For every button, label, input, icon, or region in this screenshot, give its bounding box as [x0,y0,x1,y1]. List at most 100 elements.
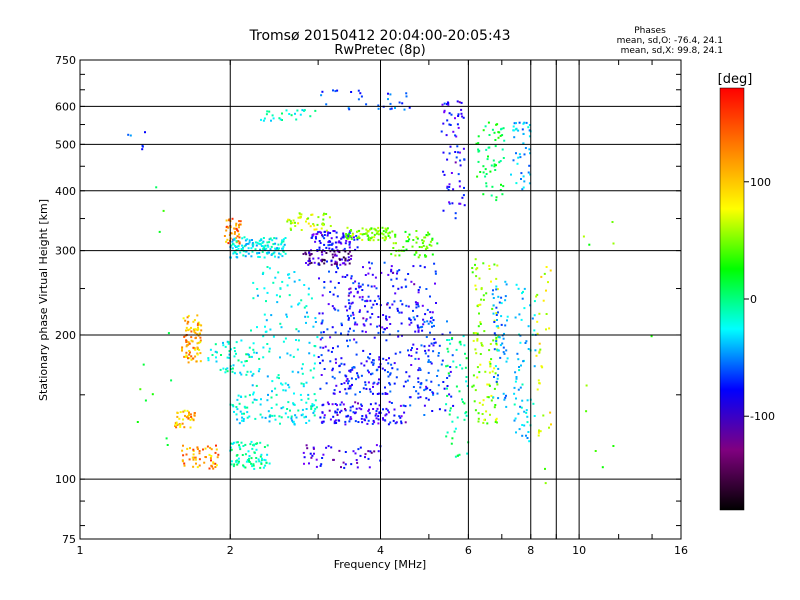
data-point [239,251,242,254]
data-point [510,173,512,176]
data-point [431,253,434,256]
data-point [349,291,352,294]
data-point [446,364,449,367]
data-point [282,340,285,343]
data-point [244,395,247,398]
data-point [258,252,261,254]
data-point [493,376,495,378]
data-point [231,217,234,220]
data-point [515,397,517,400]
data-point [347,256,350,259]
data-point [269,248,272,251]
data-point [248,356,251,358]
data-point [488,383,491,386]
data-point [308,262,311,265]
data-point [432,350,435,353]
data-point [493,367,496,370]
data-point [312,233,315,236]
data-point [415,303,418,306]
data-point [428,344,431,347]
data-point [298,212,301,215]
data-point [262,119,265,122]
data-point [324,345,327,348]
data-point [307,293,310,296]
data-point [335,361,337,364]
data-point [226,356,229,359]
data-point [378,411,381,414]
data-point [275,393,278,396]
data-point [333,392,336,395]
data-point [210,448,213,451]
data-point [519,156,522,159]
data-point [392,247,395,249]
data-point [396,270,399,273]
data-point [491,370,494,373]
data-point [345,415,348,418]
data-point [370,262,373,265]
phase-stats-o: mean, sd,O: -76.4, 24.1 [617,36,723,46]
data-point [515,182,518,185]
data-point [419,396,422,399]
data-point [293,422,296,425]
data-point [454,161,457,164]
data-point [494,419,497,422]
data-point [463,158,466,161]
data-point [375,410,378,412]
data-point [448,413,451,416]
data-point [344,420,347,423]
data-point [487,121,490,124]
data-point [266,241,269,244]
data-point [399,351,402,354]
data-point [427,355,430,358]
data-point [362,387,365,390]
data-point [520,406,523,409]
data-point [446,431,449,434]
data-point [293,392,295,395]
data-point [350,417,353,420]
data-point [366,369,369,372]
data-point [356,246,359,249]
data-point [310,405,313,408]
data-point [443,173,446,176]
data-point [214,466,217,468]
data-point [235,253,238,255]
data-point [486,383,489,386]
data-point [585,410,588,413]
data-point [188,328,191,331]
data-point [457,126,460,129]
data-point [472,339,475,342]
data-point [272,117,275,120]
data-point [308,252,311,255]
data-point [244,466,247,469]
data-point [280,326,283,329]
data-point [330,350,333,353]
data-point [463,402,466,405]
data-point [497,326,500,329]
x-tick-label: 8 [527,544,534,557]
data-point [364,453,367,456]
data-point [433,342,436,344]
colorbar-tick-label: 0 [750,293,757,306]
data-point [359,285,362,288]
data-point [196,314,199,317]
data-point [400,420,403,423]
data-point [496,383,499,386]
data-point [356,461,359,464]
data-point [257,255,260,258]
data-point [328,243,331,246]
data-point [350,235,353,238]
data-point [456,100,459,103]
data-point [389,102,392,105]
data-point [361,421,364,424]
data-point [482,165,485,168]
data-point [502,185,505,188]
data-point [235,224,238,227]
data-point [476,339,479,342]
data-point [514,128,517,131]
data-point [454,134,457,137]
data-point [238,224,240,227]
data-point [489,413,491,416]
data-point [490,394,493,397]
data-point [461,196,464,199]
data-point [429,240,432,243]
